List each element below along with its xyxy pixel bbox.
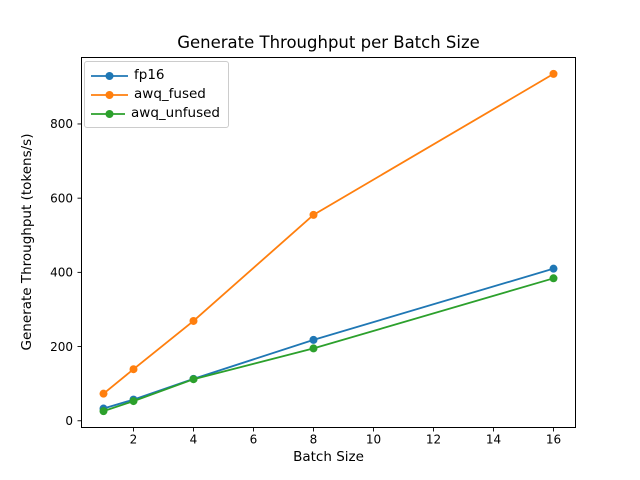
legend-line-sample (91, 90, 128, 99)
series-marker-awq_fused (309, 210, 318, 219)
series-marker-awq_unfused (99, 407, 108, 416)
y-tick-label: 200 (50, 340, 73, 354)
series-marker-awq_unfused (129, 397, 138, 406)
y-tick-label: 400 (50, 266, 73, 280)
series-marker-awq_fused (129, 365, 138, 374)
y-tick-label: 600 (50, 191, 73, 205)
y-tick-label: 0 (65, 414, 73, 428)
x-axis-label: Batch Size (293, 449, 364, 465)
legend-item-awq_fused: awq_fused (91, 85, 220, 104)
legend-item-fp16: fp16 (91, 66, 220, 85)
series-marker-awq_fused (549, 69, 558, 78)
legend-item-awq_unfused: awq_unfused (91, 104, 220, 123)
legend-label: awq_fused (134, 85, 206, 102)
series-line-awq_unfused (103, 277, 554, 412)
plot-frame (81, 57, 576, 428)
legend-label: fp16 (134, 66, 165, 83)
x-tick-label: 6 (250, 433, 258, 447)
series-marker-awq_fused (189, 316, 198, 325)
x-tick-label: 10 (366, 433, 381, 447)
legend-label: awq_unfused (131, 104, 220, 121)
series-marker-awq_fused (99, 389, 108, 398)
series-marker-fp16 (309, 335, 318, 344)
x-tick-label: 2 (130, 433, 138, 447)
legend: fp16 awq_fused awq_unfused (84, 61, 229, 128)
x-tick-label: 14 (486, 433, 501, 447)
x-tick-label: 16 (546, 433, 561, 447)
series-marker-awq_unfused (549, 274, 558, 283)
series-marker-awq_unfused (309, 344, 318, 353)
y-tick-label: 800 (50, 117, 73, 131)
x-tick-label: 4 (190, 433, 198, 447)
series-marker-fp16 (549, 264, 558, 273)
legend-line-sample (91, 71, 128, 80)
x-tick-label: 8 (310, 433, 318, 447)
legend-line-sample (91, 109, 126, 118)
x-tick-label: 12 (426, 433, 441, 447)
chart-title: Generate Throughput per Batch Size (177, 33, 480, 52)
series-marker-awq_unfused (189, 375, 198, 384)
y-axis-label: Generate Throughput (tokens/s) (19, 133, 35, 351)
plot-area: 2 4 6 8 10 12 14 16 0 200 400 600 800 (50, 57, 576, 447)
